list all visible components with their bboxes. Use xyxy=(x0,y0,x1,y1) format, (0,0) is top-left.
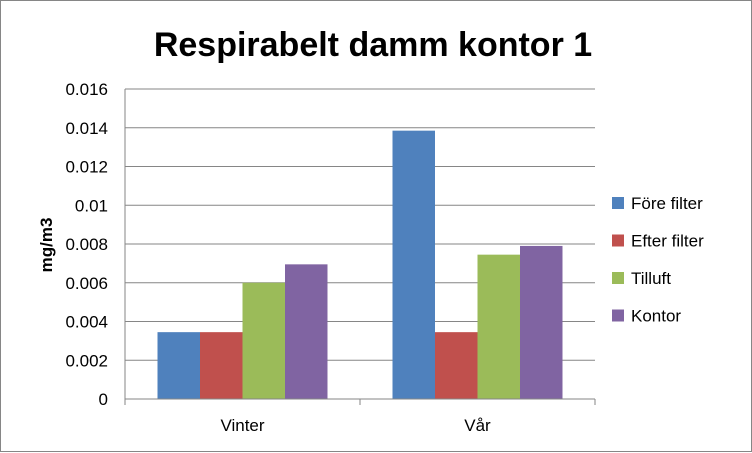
y-tick-label: 0.002 xyxy=(65,351,108,370)
legend-swatch xyxy=(612,197,624,209)
y-tick-label: 0.004 xyxy=(65,313,108,332)
legend-label: Före filter xyxy=(631,194,703,213)
x-tick-labels: Vinter Vår xyxy=(220,416,491,435)
bar xyxy=(285,264,328,399)
legend-swatch xyxy=(612,272,624,284)
y-axis-label: mg/m3 xyxy=(37,218,56,273)
legend: Före filter Efter filter Tilluft Kontor xyxy=(612,194,704,326)
bar xyxy=(157,332,200,399)
y-tick-labels: 0 0.002 0.004 0.006 0.008 0.01 0.012 0.014 0.016 xyxy=(65,80,108,409)
y-tick-label: 0.014 xyxy=(65,119,108,138)
bars xyxy=(157,130,563,399)
bar xyxy=(200,332,243,399)
legend-label: Efter filter xyxy=(631,232,704,251)
bar xyxy=(477,254,520,399)
x-tick-label: Vår xyxy=(464,416,491,435)
axes xyxy=(124,89,596,405)
legend-swatch xyxy=(612,309,624,322)
bar xyxy=(392,130,435,399)
chart-title: Respirabelt damm kontor 1 xyxy=(154,26,592,64)
bar xyxy=(435,332,478,399)
y-tick-label: 0.01 xyxy=(75,196,108,215)
legend-label: Kontor xyxy=(631,307,681,326)
y-tick-label: 0.008 xyxy=(65,235,108,254)
bar xyxy=(520,245,563,399)
bar xyxy=(242,282,285,399)
gridlines xyxy=(125,88,595,361)
legend-swatch xyxy=(612,234,624,247)
y-tick-label: 0 xyxy=(99,390,108,409)
y-tick-label: 0.006 xyxy=(65,274,108,293)
x-tick-label: Vinter xyxy=(220,416,264,435)
legend-label: Tilluft xyxy=(631,269,671,288)
y-tick-label: 0.012 xyxy=(65,158,108,177)
y-tick-label: 0.016 xyxy=(65,80,108,99)
